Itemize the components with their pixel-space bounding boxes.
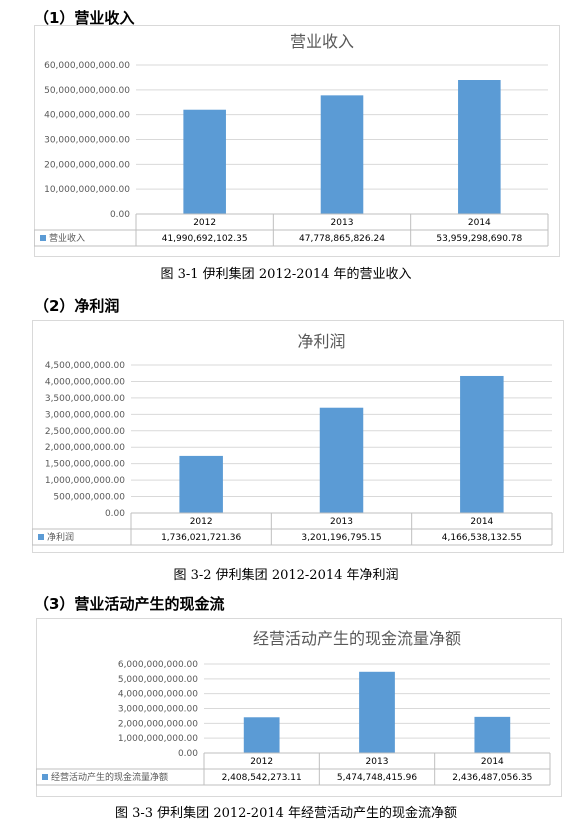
- table-value-cell: 5,474,748,415.96: [337, 773, 417, 783]
- table-value-cell: 41,990,692,102.35: [162, 234, 248, 244]
- table-value-cell: 4,166,538,132.55: [442, 533, 522, 543]
- bar-2012: [243, 717, 280, 753]
- x-category-label: 2012: [193, 218, 216, 228]
- caption-revenue: 图 3-1 伊利集团 2012-2014 年的营业收入: [160, 267, 412, 282]
- table-value-cell: 2,436,487,056.35: [452, 773, 532, 783]
- legend-series-name: 净利润: [47, 531, 74, 543]
- y-tick-label: 1,500,000,000.00: [45, 460, 125, 470]
- y-tick-label: 3,500,000,000.00: [45, 394, 125, 404]
- y-tick-label: 4,000,000,000.00: [118, 690, 198, 700]
- y-tick-label: 0.00: [110, 210, 130, 220]
- x-category-label: 2012: [190, 517, 213, 527]
- y-tick-label: 10,000,000,000.00: [44, 185, 130, 195]
- x-category-label: 2012: [250, 757, 273, 767]
- table-value-cell: 3,201,196,795.15: [301, 533, 381, 543]
- chart-title: 净利润: [297, 332, 345, 351]
- section-heading-revenue: （1）营业收入: [34, 9, 135, 27]
- y-tick-label: 6,000,000,000.00: [118, 660, 198, 670]
- y-tick-label: 2,000,000,000.00: [118, 719, 198, 729]
- bar-2012: [179, 455, 223, 513]
- table-value-cell: 2,408,542,273.11: [222, 773, 302, 783]
- legend-key: [42, 774, 48, 780]
- table-value-cell: 53,959,298,690.78: [436, 234, 522, 244]
- revenue-chart-svg: 营业收入 0.00 10,000,000,000.00 20,000,000,000.…: [34, 32, 549, 247]
- y-tick-label: 3,000,000,000.00: [118, 705, 198, 715]
- x-category-label: 2014: [468, 218, 491, 228]
- bar-2014: [458, 80, 501, 215]
- chart-frame-net-profit: [32, 320, 564, 553]
- y-tick-label: 1,000,000,000.00: [118, 734, 198, 744]
- y-tick-label: 20,000,000,000.00: [44, 160, 130, 170]
- net-profit-chart-svg: 净利润 0.00 500,000,000.00 1,000,000,000.00 1,5…: [32, 332, 553, 546]
- y-tick-label: 40,000,000,000.00: [44, 111, 130, 121]
- y-tick-label: 0.00: [105, 509, 125, 519]
- chart-title: 经营活动产生的现金流量净额: [253, 629, 461, 648]
- caption-cash-flow: 图 3-3 伊利集团 2012-2014 年经营活动产生的现金流净额: [114, 806, 458, 821]
- y-tick-label: 0.00: [178, 749, 198, 759]
- table-value-cell: 1,736,021,721.36: [161, 533, 241, 543]
- x-category-label: 2014: [470, 517, 493, 527]
- y-tick-label: 5,000,000,000.00: [118, 675, 198, 685]
- y-tick-label: 4,500,000,000.00: [45, 361, 125, 371]
- bar-2014: [460, 375, 504, 513]
- y-tick-label: 2,500,000,000.00: [45, 427, 125, 437]
- chart-revenue: 营业收入 0.00 10,000,000,000.00 20,000,000,000.…: [34, 25, 558, 255]
- bar-2013: [319, 407, 364, 513]
- bar-2013: [320, 95, 364, 214]
- chart-title: 营业收入: [290, 32, 354, 51]
- section-heading-cash-flow: （3）营业活动产生的现金流: [34, 595, 225, 613]
- table-value-cell: 47,778,865,826.24: [299, 234, 385, 244]
- y-tick-label: 30,000,000,000.00: [44, 136, 130, 146]
- chart-cash-flow: 经营活动产生的现金流量净额 0.00 1,000,000,000.00 2,000,0…: [36, 618, 560, 795]
- x-category-label: 2014: [481, 757, 504, 767]
- caption-net-profit: 图 3-2 伊利集团 2012-2014 年净利润: [173, 568, 399, 583]
- legend-key: [38, 534, 44, 540]
- y-tick-label: 3,000,000,000.00: [45, 410, 125, 420]
- chart-frame-revenue: [34, 25, 560, 257]
- chart-frame-cash-flow: [36, 618, 562, 797]
- y-tick-label: 60,000,000,000.00: [44, 61, 130, 71]
- y-tick-label: 500,000,000.00: [53, 493, 125, 503]
- y-tick-label: 1,000,000,000.00: [45, 476, 125, 486]
- x-category-label: 2013: [366, 757, 389, 767]
- bar-2013: [359, 671, 395, 753]
- y-tick-label: 50,000,000,000.00: [44, 86, 130, 96]
- legend-key: [40, 235, 46, 241]
- bar-2012: [183, 109, 226, 214]
- chart-net-profit: 净利润 0.00 500,000,000.00 1,000,000,000.00 1,5…: [32, 320, 562, 551]
- y-tick-label: 4,000,000,000.00: [45, 377, 125, 387]
- bar-2014: [474, 716, 511, 753]
- x-category-label: 2013: [331, 218, 354, 228]
- cash-flow-chart-svg: 经营活动产生的现金流量净额 0.00 1,000,000,000.00 2,000,0…: [36, 629, 551, 786]
- legend-series-name: 经营活动产生的现金流量净额: [51, 771, 168, 783]
- legend-series-name: 营业收入: [49, 232, 85, 244]
- y-tick-label: 2,000,000,000.00: [45, 443, 125, 453]
- x-category-label: 2013: [330, 517, 353, 527]
- section-heading-net-profit: （2）净利润: [34, 297, 120, 315]
